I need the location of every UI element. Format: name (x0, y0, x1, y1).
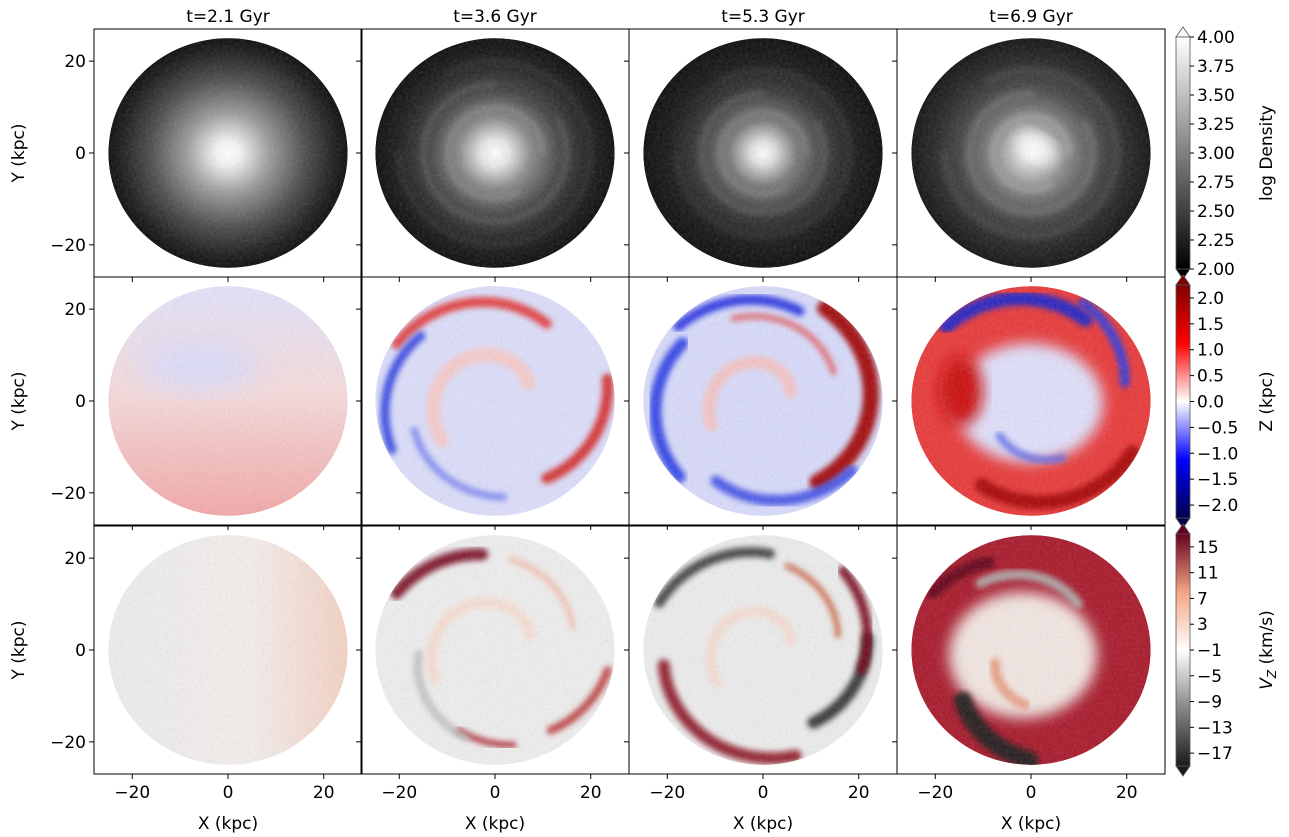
vz-noise (911, 535, 1151, 765)
z-map-4 (911, 286, 1151, 516)
colorbar-gradient (1175, 284, 1191, 519)
colorbar-tick-label: 3 (1197, 615, 1208, 635)
y-tick-label: 20 (64, 549, 86, 569)
z-map-3 (643, 286, 883, 516)
y-tick-label: 0 (75, 392, 86, 412)
x-tick-label: 20 (848, 783, 870, 803)
x-axis-label: X (kpc) (1001, 814, 1061, 834)
colorbar-extend-max (1175, 26, 1191, 38)
colorbar-tick-label: 11 (1197, 564, 1219, 584)
colorbar-label: Z (kpc) (1257, 371, 1277, 431)
x-tick-label: −20 (649, 783, 685, 803)
x-tick-label: −20 (381, 783, 417, 803)
z-noise (643, 286, 883, 516)
z-noise (911, 286, 1151, 516)
colorbar-extend-max (1175, 523, 1191, 535)
colorbar-tick-label: 2.0 (1197, 289, 1224, 309)
y-tick-label: 20 (64, 52, 86, 72)
colorbar-tick-label: −13 (1197, 718, 1233, 738)
colorbar-tick-label: −17 (1197, 744, 1233, 764)
colorbar-tick-label: 2.75 (1197, 173, 1235, 193)
x-tick-label: 20 (1116, 783, 1138, 803)
y-axis-label: Y (kpc) (9, 620, 29, 680)
vz-map-4 (911, 535, 1151, 765)
density-map-2 (375, 38, 615, 268)
colorbar-tick-label: −5 (1197, 667, 1222, 687)
colorbar-label: log Density (1257, 105, 1277, 201)
colorbar-tick-label: 0.5 (1197, 367, 1224, 387)
vz-map-3 (643, 535, 883, 765)
colorbar-tick-label: 2.50 (1197, 202, 1235, 222)
y-tick-label: 0 (75, 144, 86, 164)
vz-map-1 (108, 535, 348, 765)
x-axis-label: X (kpc) (733, 814, 793, 834)
density-noise (643, 38, 883, 268)
x-tick-label: −20 (114, 783, 150, 803)
colorbar-tick-label: 4.00 (1197, 28, 1235, 48)
y-tick-label: 20 (64, 300, 86, 320)
x-tick-label: 0 (1026, 783, 1037, 803)
z-noise (375, 286, 615, 516)
x-axis-label: X (kpc) (465, 814, 525, 834)
panel-title-4: t=6.9 Gyr (989, 7, 1073, 27)
colorbar-label: VZ (km/s) (1257, 610, 1279, 690)
y-tick-label: −20 (50, 236, 86, 256)
colorbar-logdensity: 4.00 3.75 3.50 3.25 3.00 2.75 2.50 2.25 2.00 log … (1175, 26, 1277, 280)
y-axis-label: Y (kpc) (9, 123, 29, 183)
z-map-1 (108, 286, 348, 516)
panel-title-2: t=3.6 Gyr (453, 7, 537, 27)
colorbar-tick-label: −2.0 (1197, 496, 1238, 516)
x-tick-label: −20 (917, 783, 953, 803)
colorbar-tick-label: 3.50 (1197, 86, 1235, 106)
colorbar-tick-label: −9 (1197, 693, 1222, 713)
density-noise (108, 38, 348, 268)
x-axis-label: X (kpc) (198, 814, 258, 834)
colorbar-zkpc: 2.0 1.5 1.0 0.5 0.0 −0.5 −1.0 −1.5 −2.0 Z (kpc) (1175, 274, 1277, 529)
vz-noise (375, 535, 615, 765)
vz-noise (643, 535, 883, 765)
colorbar-tick-label: 3.00 (1197, 144, 1235, 164)
colorbar-tick-label: 2.00 (1197, 260, 1235, 280)
colorbar-tick-label: 0.0 (1197, 393, 1224, 413)
colorbar-tick-label: 15 (1197, 538, 1219, 558)
colorbar-tick-label: 7 (1197, 589, 1208, 609)
colorbar-tick-label: 3.25 (1197, 115, 1235, 135)
y-axis-label: Y (kpc) (9, 371, 29, 431)
colorbar-extend-max (1175, 274, 1191, 286)
vz-noise (108, 535, 348, 765)
x-tick-label: 20 (313, 783, 335, 803)
y-tick-label: −20 (50, 733, 86, 753)
panel-title-3: t=5.3 Gyr (721, 7, 805, 27)
density-noise (375, 38, 615, 268)
panel-title-1: t=2.1 Gyr (186, 7, 270, 27)
colorbar-tick-label: 2.25 (1197, 231, 1235, 251)
colorbar-extend-min (1175, 765, 1191, 777)
colorbar-tick-label: 1.0 (1197, 341, 1224, 361)
colorbar-tick-label: −1.0 (1197, 444, 1238, 464)
density-map-4 (911, 38, 1151, 268)
z-noise (108, 286, 348, 516)
x-tick-label: 0 (490, 783, 501, 803)
colorbar-tick-label: −1.5 (1197, 470, 1238, 490)
x-tick-label: 0 (223, 783, 234, 803)
colorbar-tick-label: −1 (1197, 641, 1222, 661)
z-map-2 (375, 286, 615, 516)
colorbar-tick-label: 1.5 (1197, 315, 1224, 335)
y-tick-label: −20 (50, 484, 86, 504)
x-tick-label: 20 (580, 783, 602, 803)
colorbar-tick-label: −0.5 (1197, 418, 1238, 438)
vz-map-2 (375, 535, 615, 765)
colorbar-gradient (1175, 36, 1191, 270)
colorbar-tick-label: 3.75 (1197, 57, 1235, 77)
density-map-3 (643, 38, 883, 268)
density-map-1 (108, 38, 348, 268)
y-tick-label: 0 (75, 641, 86, 661)
x-tick-label: 0 (758, 783, 769, 803)
density-noise (911, 38, 1151, 268)
colorbar-vzkms: 15 11 7 3 −1 −5 −9 −13 −17 VZ (km/s) (1175, 523, 1279, 777)
colorbar-gradient (1175, 533, 1191, 767)
